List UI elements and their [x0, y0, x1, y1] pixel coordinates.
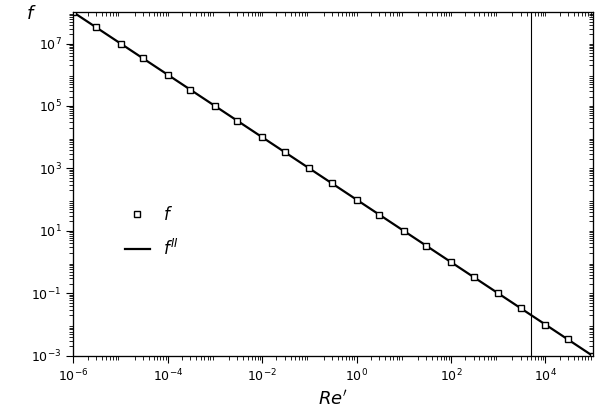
Y-axis label: $f$: $f$ [26, 5, 37, 23]
Legend: $f$, $f^{II}$: $f$, $f^{II}$ [118, 199, 186, 265]
X-axis label: $Re'$: $Re'$ [318, 390, 348, 409]
